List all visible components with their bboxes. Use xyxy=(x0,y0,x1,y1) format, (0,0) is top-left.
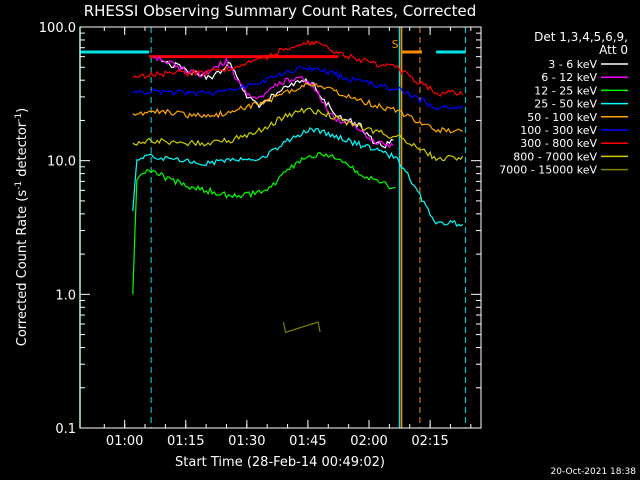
legend-label: 800 - 7000 keV xyxy=(513,150,597,163)
series-50-100-kev xyxy=(132,81,463,134)
series-12-25-kev xyxy=(132,152,396,295)
y-tick-label: 1.0 xyxy=(55,288,76,303)
y-axis-label: Corrected Count Rate (s-1 detector-1) xyxy=(14,108,30,346)
series-line xyxy=(132,65,464,111)
legend-label: 50 - 100 keV xyxy=(527,111,597,124)
x-tick-label: 02:15 xyxy=(411,434,448,449)
series-300-800-kev xyxy=(132,39,464,97)
y-tick-label: 10.0 xyxy=(47,155,76,170)
y-axis-label-end: ) xyxy=(15,108,30,113)
y-tick-label: 0.1 xyxy=(55,422,76,437)
series-800-7000-kev xyxy=(132,107,464,162)
series-7000-15000-kev xyxy=(282,321,321,334)
y-tick-label: 100.0 xyxy=(39,21,76,36)
legend-label: 3 - 6 keV xyxy=(548,58,597,71)
legend-label: 7000 - 15000 keV xyxy=(499,164,597,177)
saa-flag-label: S xyxy=(392,38,399,51)
series-line xyxy=(132,107,464,162)
series-line xyxy=(132,81,463,134)
x-tick-label: 01:00 xyxy=(106,434,143,449)
chart-title: RHESSI Observing Summary Count Rates, Co… xyxy=(84,2,477,20)
series-25-50-kev xyxy=(132,127,464,227)
series-line xyxy=(282,321,321,334)
legend-header-line1: Det 1,3,4,5,6,9, xyxy=(534,30,628,44)
series-line xyxy=(132,39,464,97)
legend-label: 300 - 800 keV xyxy=(520,137,597,150)
y-axis-label-mid: detector xyxy=(15,121,30,181)
series-line xyxy=(132,127,464,227)
x-tick-label: 01:45 xyxy=(289,434,326,449)
axes: 0.1 1.0 10.0 100.0 01:00 01:15 01:30 01:45 02:00… xyxy=(39,21,482,449)
series-100-300-kev xyxy=(132,65,464,111)
legend-label: 25 - 50 keV xyxy=(534,98,597,111)
series-layer xyxy=(132,39,464,334)
plot-frame xyxy=(79,26,482,429)
y-axis-label-sup1: -1 xyxy=(14,181,24,190)
legend-label: 100 - 300 keV xyxy=(520,124,597,137)
legend-header-line2: Att 0 xyxy=(599,43,628,57)
series-line xyxy=(132,152,396,295)
x-tick-label: 02:00 xyxy=(350,434,387,449)
generation-timestamp: 20-Oct-2021 18:38 xyxy=(551,467,637,477)
y-axis-label-main: Corrected Count Rate (s xyxy=(15,190,30,347)
y-axis-label-sup2: -1 xyxy=(14,113,24,122)
x-axis-label: Start Time (28-Feb-14 00:49:02) xyxy=(175,455,385,470)
x-tick-label: 01:15 xyxy=(167,434,204,449)
x-tick-label: 01:30 xyxy=(228,434,265,449)
legend-label: 12 - 25 keV xyxy=(534,84,597,97)
legend-label: 6 - 12 keV xyxy=(541,71,597,84)
